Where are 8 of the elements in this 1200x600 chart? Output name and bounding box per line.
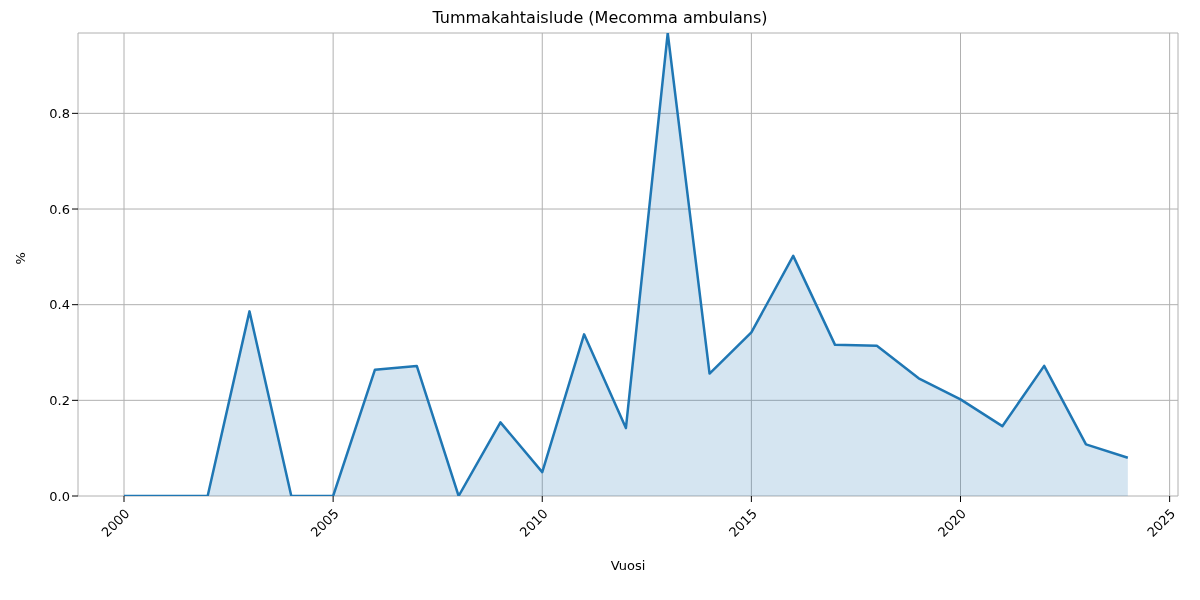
y-tick-label: 0.8 <box>49 105 70 121</box>
y-tick-label: 0.4 <box>49 297 70 313</box>
y-tick-label: 0.0 <box>49 488 70 504</box>
chart-title: Tummakahtaislude (Mecomma ambulans) <box>431 8 769 29</box>
x-axis-title: Vuosi <box>610 558 646 573</box>
y-axis-title: % <box>12 252 28 265</box>
y-tick-label: 0.6 <box>49 201 70 217</box>
y-tick-label: 0.2 <box>49 392 70 408</box>
